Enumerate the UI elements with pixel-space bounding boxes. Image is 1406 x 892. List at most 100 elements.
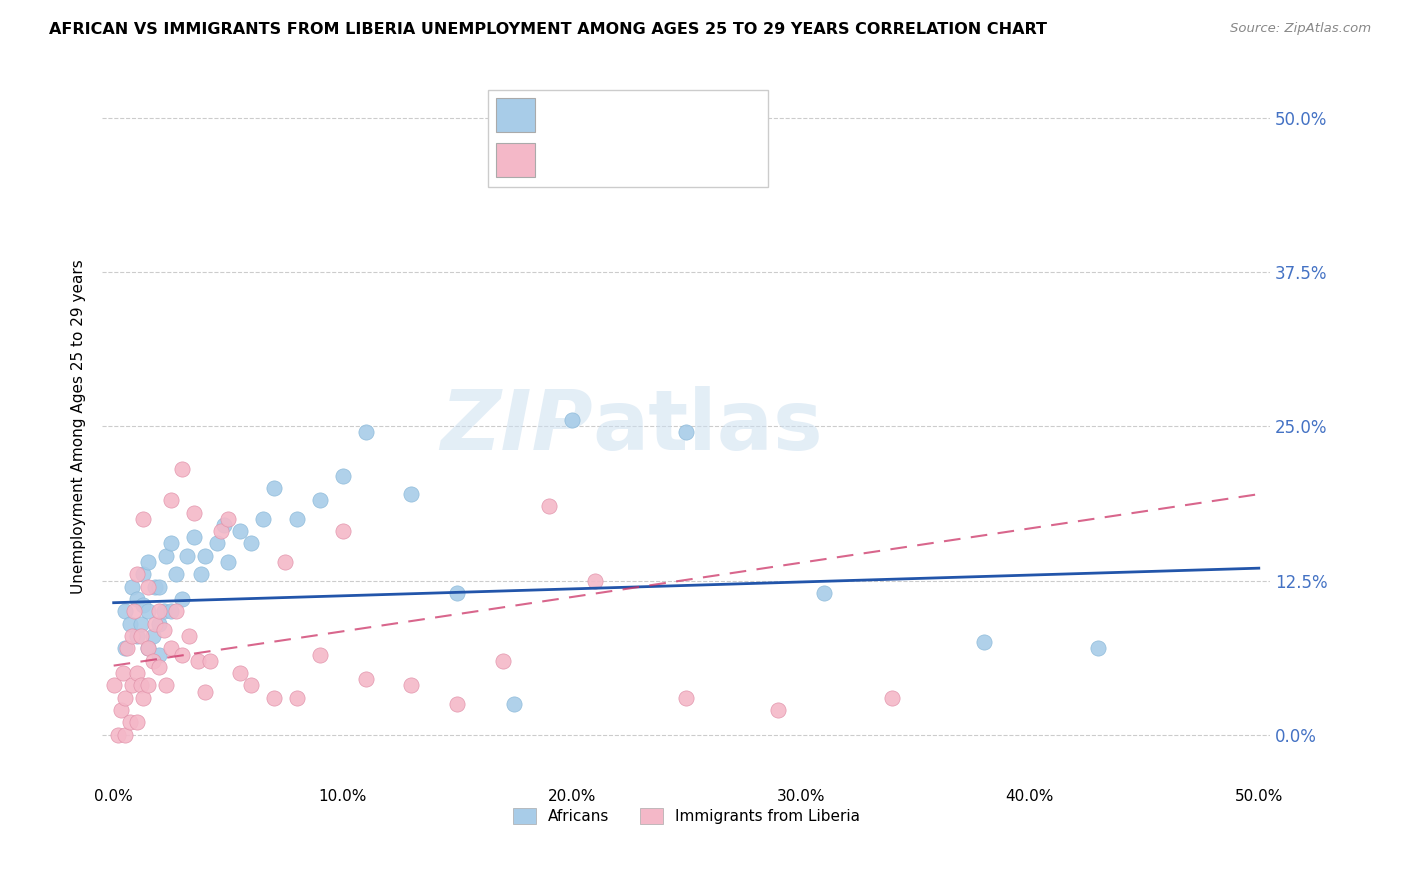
Point: [136, 604, 159, 618]
Point: [129, 629, 152, 643]
Point: [132, 598, 155, 612]
Point: [332, 524, 354, 538]
Point: [148, 604, 170, 618]
Point: [125, 567, 148, 582]
Point: [121, 629, 143, 643]
Point: [194, 549, 217, 563]
Point: [142, 629, 165, 643]
Point: [285, 690, 308, 705]
Point: [114, 728, 136, 742]
Point: [165, 567, 187, 582]
Point: [129, 616, 152, 631]
Point: [132, 512, 155, 526]
Point: [107, 728, 129, 742]
Point: [118, 616, 141, 631]
Point: [160, 641, 183, 656]
Point: [240, 536, 263, 550]
Y-axis label: Unemployment Among Ages 25 to 29 years: Unemployment Among Ages 25 to 29 years: [72, 259, 86, 594]
Point: [136, 641, 159, 656]
Point: [103, 678, 125, 692]
Point: [882, 690, 904, 705]
Point: [155, 678, 177, 692]
Point: [401, 487, 423, 501]
Point: [117, 641, 139, 656]
Point: [136, 641, 159, 656]
Point: [143, 580, 166, 594]
Point: [148, 580, 170, 594]
Point: [1087, 641, 1109, 656]
Point: [217, 555, 239, 569]
Point: [110, 703, 132, 717]
Point: [263, 481, 285, 495]
Point: [148, 660, 170, 674]
Point: [136, 580, 159, 594]
Point: [172, 462, 194, 476]
Point: [183, 506, 205, 520]
Point: [155, 549, 177, 563]
Point: [240, 678, 263, 692]
Point: [190, 567, 212, 582]
Point: [212, 518, 235, 533]
Point: [492, 654, 515, 668]
Point: [813, 586, 835, 600]
Point: [285, 512, 308, 526]
Point: [172, 648, 194, 662]
Point: [143, 616, 166, 631]
Point: [114, 641, 136, 656]
Point: [401, 678, 423, 692]
Point: [354, 425, 377, 440]
Point: [503, 697, 526, 711]
Point: [354, 672, 377, 686]
Point: [114, 604, 136, 618]
Point: [148, 616, 170, 631]
Point: [308, 493, 330, 508]
Point: [142, 654, 165, 668]
Point: [125, 592, 148, 607]
Point: [172, 592, 194, 607]
Point: [228, 666, 250, 681]
Point: [114, 690, 136, 705]
Point: [125, 666, 148, 681]
Point: [675, 690, 697, 705]
Point: [160, 604, 183, 618]
Text: AFRICAN VS IMMIGRANTS FROM LIBERIA UNEMPLOYMENT AMONG AGES 25 TO 29 YEARS CORREL: AFRICAN VS IMMIGRANTS FROM LIBERIA UNEMP…: [49, 22, 1047, 37]
Point: [179, 629, 201, 643]
Point: [217, 512, 239, 526]
Point: [194, 684, 217, 698]
Point: [537, 500, 560, 514]
Point: [228, 524, 250, 538]
Point: [160, 536, 183, 550]
Point: [125, 715, 148, 730]
Point: [209, 524, 232, 538]
Point: [129, 678, 152, 692]
Point: [136, 555, 159, 569]
Point: [252, 512, 274, 526]
Point: [121, 580, 143, 594]
Point: [148, 648, 170, 662]
Point: [263, 690, 285, 705]
Text: Source: ZipAtlas.com: Source: ZipAtlas.com: [1230, 22, 1371, 36]
Point: [583, 574, 606, 588]
Text: atlas: atlas: [593, 386, 824, 467]
Point: [187, 654, 209, 668]
Legend: Africans, Immigrants from Liberia: Africans, Immigrants from Liberia: [506, 802, 866, 830]
Point: [183, 530, 205, 544]
Point: [153, 623, 176, 637]
Point: [274, 555, 297, 569]
Point: [118, 715, 141, 730]
Point: [332, 468, 354, 483]
Point: [124, 604, 146, 618]
Point: [446, 697, 468, 711]
Point: [675, 425, 697, 440]
Point: [198, 654, 221, 668]
Point: [308, 648, 330, 662]
Point: [561, 413, 583, 427]
Point: [973, 635, 995, 649]
Point: [160, 493, 183, 508]
Point: [125, 629, 148, 643]
Point: [165, 604, 187, 618]
Point: [136, 678, 159, 692]
Point: [153, 604, 176, 618]
Point: [111, 666, 134, 681]
Point: [446, 586, 468, 600]
